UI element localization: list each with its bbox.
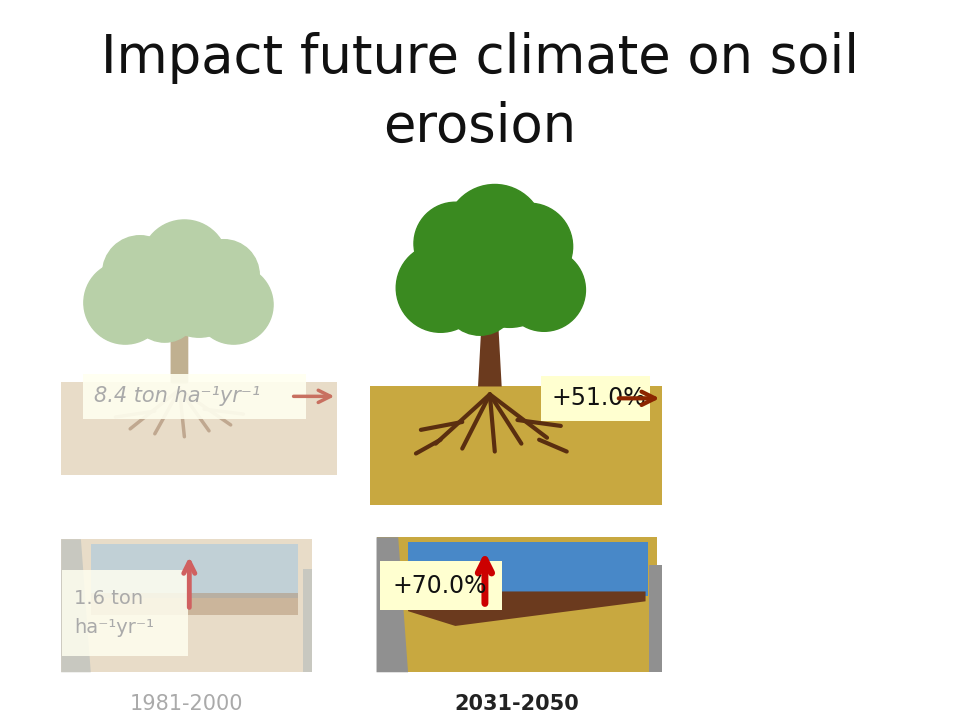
Circle shape — [419, 222, 521, 325]
Polygon shape — [61, 539, 91, 672]
FancyBboxPatch shape — [171, 310, 188, 384]
Text: ha⁻¹yr⁻¹: ha⁻¹yr⁻¹ — [74, 618, 154, 637]
FancyBboxPatch shape — [370, 387, 662, 505]
Circle shape — [141, 220, 228, 307]
Polygon shape — [650, 565, 662, 672]
Text: Impact future climate on soil: Impact future climate on soil — [101, 32, 859, 84]
Circle shape — [84, 261, 167, 344]
Circle shape — [155, 248, 244, 337]
FancyBboxPatch shape — [380, 561, 502, 610]
Circle shape — [188, 240, 259, 310]
Polygon shape — [376, 537, 408, 672]
FancyBboxPatch shape — [61, 382, 337, 475]
Circle shape — [396, 243, 485, 333]
Polygon shape — [302, 569, 312, 672]
FancyBboxPatch shape — [541, 376, 651, 421]
Text: erosion: erosion — [383, 101, 577, 153]
Circle shape — [460, 229, 559, 328]
FancyBboxPatch shape — [62, 570, 188, 657]
FancyBboxPatch shape — [61, 539, 312, 672]
Text: +70.0%: +70.0% — [393, 574, 487, 598]
Circle shape — [503, 248, 586, 331]
Text: 8.4 ton ha⁻¹yr⁻¹: 8.4 ton ha⁻¹yr⁻¹ — [94, 387, 260, 406]
Text: 1.6 ton: 1.6 ton — [74, 589, 143, 608]
Polygon shape — [408, 591, 645, 626]
FancyBboxPatch shape — [83, 374, 305, 419]
Text: 1981-2000: 1981-2000 — [131, 694, 244, 714]
Circle shape — [445, 184, 544, 283]
Circle shape — [443, 261, 517, 336]
Circle shape — [486, 203, 572, 290]
Polygon shape — [478, 278, 502, 387]
Circle shape — [194, 265, 273, 344]
FancyBboxPatch shape — [91, 544, 298, 598]
Circle shape — [112, 240, 207, 336]
Circle shape — [103, 235, 178, 310]
Text: +51.0%: +51.0% — [552, 387, 647, 410]
Circle shape — [131, 273, 199, 342]
Text: 2031-2050: 2031-2050 — [455, 694, 579, 714]
FancyBboxPatch shape — [408, 542, 648, 596]
Circle shape — [414, 202, 496, 285]
FancyBboxPatch shape — [376, 537, 658, 672]
FancyBboxPatch shape — [91, 593, 298, 615]
